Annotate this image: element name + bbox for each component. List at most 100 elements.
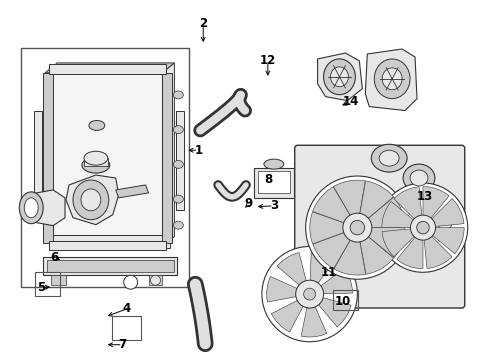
Polygon shape bbox=[423, 186, 449, 218]
Bar bbox=[49, 240, 167, 251]
Ellipse shape bbox=[438, 215, 452, 231]
Ellipse shape bbox=[379, 150, 399, 166]
Polygon shape bbox=[394, 187, 422, 219]
Text: 3: 3 bbox=[270, 199, 278, 212]
Ellipse shape bbox=[416, 221, 429, 234]
Text: 9: 9 bbox=[245, 197, 253, 210]
Ellipse shape bbox=[150, 275, 161, 285]
Bar bbox=[51, 235, 171, 248]
Bar bbox=[43, 73, 53, 243]
Bar bbox=[113, 316, 141, 340]
Ellipse shape bbox=[371, 144, 407, 172]
Ellipse shape bbox=[262, 247, 357, 342]
Ellipse shape bbox=[89, 121, 105, 130]
Bar bbox=[84, 158, 108, 166]
Ellipse shape bbox=[331, 67, 348, 87]
Bar bbox=[34, 111, 42, 210]
Ellipse shape bbox=[304, 288, 316, 300]
Ellipse shape bbox=[411, 215, 436, 240]
Bar bbox=[258, 171, 290, 193]
Ellipse shape bbox=[173, 91, 183, 99]
Bar bbox=[43, 257, 177, 275]
Polygon shape bbox=[382, 229, 414, 257]
Ellipse shape bbox=[323, 59, 355, 95]
Text: 7: 7 bbox=[119, 338, 127, 351]
Bar bbox=[34, 272, 60, 296]
Polygon shape bbox=[360, 237, 394, 274]
Polygon shape bbox=[319, 298, 351, 327]
Ellipse shape bbox=[295, 280, 323, 308]
Ellipse shape bbox=[173, 221, 183, 229]
Ellipse shape bbox=[24, 198, 38, 218]
Text: 11: 11 bbox=[320, 266, 337, 279]
Bar bbox=[49, 64, 167, 74]
Text: 10: 10 bbox=[334, 294, 350, 307]
Bar bbox=[148, 275, 163, 285]
Ellipse shape bbox=[431, 207, 459, 239]
Ellipse shape bbox=[306, 176, 409, 279]
Polygon shape bbox=[432, 199, 464, 226]
Polygon shape bbox=[397, 237, 423, 269]
Bar bbox=[254, 168, 294, 198]
Text: 6: 6 bbox=[50, 251, 58, 264]
Ellipse shape bbox=[382, 68, 402, 90]
Ellipse shape bbox=[173, 161, 183, 168]
Text: 14: 14 bbox=[342, 95, 359, 108]
Polygon shape bbox=[368, 228, 405, 258]
Text: 2: 2 bbox=[199, 17, 207, 30]
Ellipse shape bbox=[350, 220, 365, 235]
Ellipse shape bbox=[19, 192, 43, 224]
Bar bbox=[163, 73, 172, 243]
Text: 12: 12 bbox=[260, 54, 276, 67]
Polygon shape bbox=[310, 251, 336, 283]
Polygon shape bbox=[360, 181, 393, 218]
Ellipse shape bbox=[264, 159, 284, 169]
Polygon shape bbox=[334, 240, 366, 275]
Polygon shape bbox=[334, 180, 365, 215]
Polygon shape bbox=[321, 269, 353, 294]
Text: 5: 5 bbox=[37, 281, 45, 294]
Polygon shape bbox=[366, 49, 417, 111]
Ellipse shape bbox=[81, 189, 101, 211]
Ellipse shape bbox=[123, 275, 138, 289]
Polygon shape bbox=[318, 53, 362, 100]
Polygon shape bbox=[66, 175, 119, 225]
Polygon shape bbox=[45, 63, 174, 73]
Polygon shape bbox=[313, 187, 350, 223]
Ellipse shape bbox=[173, 126, 183, 134]
Bar bbox=[176, 111, 184, 210]
Ellipse shape bbox=[82, 157, 110, 173]
Text: 8: 8 bbox=[265, 172, 273, 185]
Polygon shape bbox=[277, 253, 306, 285]
Polygon shape bbox=[116, 185, 148, 198]
Polygon shape bbox=[31, 190, 65, 226]
Polygon shape bbox=[424, 237, 452, 269]
Polygon shape bbox=[382, 202, 413, 228]
Text: 1: 1 bbox=[194, 144, 202, 157]
FancyBboxPatch shape bbox=[294, 145, 465, 308]
Text: 13: 13 bbox=[417, 190, 433, 203]
Ellipse shape bbox=[343, 213, 372, 242]
Ellipse shape bbox=[378, 183, 468, 272]
Bar bbox=[415, 192, 423, 204]
Polygon shape bbox=[267, 276, 296, 302]
Polygon shape bbox=[301, 307, 327, 337]
Bar bbox=[51, 275, 66, 285]
Text: 4: 4 bbox=[122, 302, 131, 315]
Bar bbox=[47, 260, 174, 272]
Ellipse shape bbox=[84, 151, 108, 165]
Ellipse shape bbox=[410, 170, 428, 186]
Bar bbox=[21, 48, 189, 287]
Bar bbox=[53, 69, 163, 243]
Polygon shape bbox=[271, 301, 303, 332]
Ellipse shape bbox=[73, 180, 109, 220]
Bar bbox=[333, 290, 358, 310]
Ellipse shape bbox=[173, 195, 183, 203]
Ellipse shape bbox=[403, 164, 435, 192]
Polygon shape bbox=[310, 212, 344, 244]
Ellipse shape bbox=[374, 59, 410, 99]
Polygon shape bbox=[368, 197, 405, 228]
Polygon shape bbox=[313, 233, 350, 269]
Polygon shape bbox=[433, 228, 464, 254]
Polygon shape bbox=[163, 63, 174, 247]
